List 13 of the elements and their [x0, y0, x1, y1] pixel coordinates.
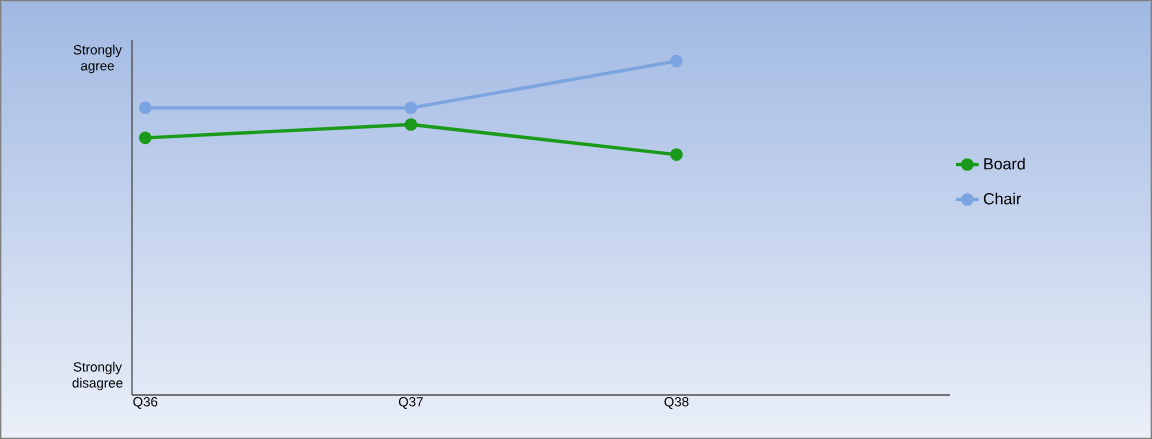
legend-label: Board: [984, 157, 1025, 170]
x-tick-label: Q38: [664, 397, 689, 409]
x-tick-label: Q37: [398, 397, 423, 409]
point: [404, 101, 418, 115]
point: [138, 101, 152, 115]
point: [670, 54, 683, 68]
legend-label: Chair: [983, 192, 1021, 205]
point: [670, 148, 683, 161]
x-tick-label: Q36: [133, 397, 158, 409]
text: Strongly agree: [73, 44, 122, 74]
point: [138, 131, 152, 145]
point: [404, 118, 418, 131]
text: Strongly disagree: [72, 361, 123, 391]
